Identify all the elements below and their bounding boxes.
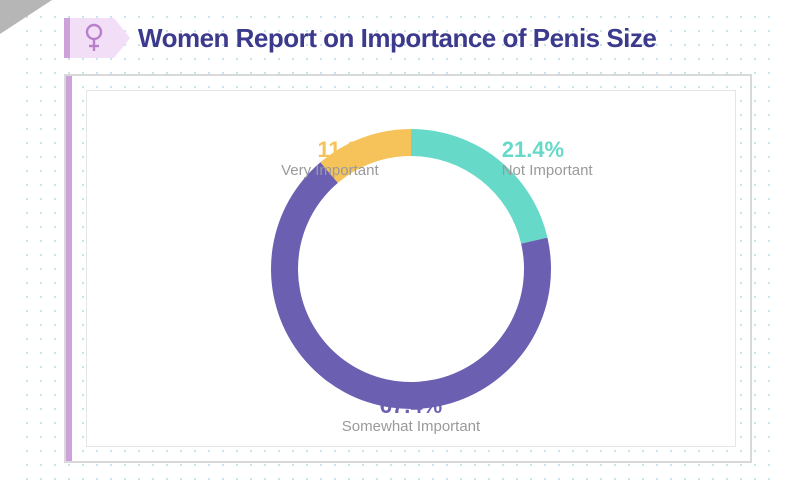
title-badge (70, 18, 114, 58)
pct-somewhat-important: 67.4% (342, 393, 480, 418)
corner-triangle (0, 0, 52, 34)
chart-panel: 21.4% Not Important 67.4% Somewhat Impor… (64, 74, 752, 463)
page-title: Women Report on Importance of Penis Size (138, 18, 656, 58)
pct-not-important: 21.4% (502, 137, 593, 162)
pct-very-important: 11.2% (281, 137, 379, 162)
chart-area: 21.4% Not Important 67.4% Somewhat Impor… (87, 91, 735, 446)
title-bar: Women Report on Importance of Penis Size (64, 18, 656, 58)
title-chevron (114, 18, 130, 58)
label-somewhat-important: 67.4% Somewhat Important (342, 393, 480, 436)
label-very-important: 11.2% Very Important (281, 137, 379, 180)
name-very-important: Very Important (281, 162, 379, 179)
female-symbol-icon (84, 23, 104, 53)
panel-accent (66, 76, 72, 461)
name-not-important: Not Important (502, 162, 593, 179)
panel-inner: 21.4% Not Important 67.4% Somewhat Impor… (86, 90, 736, 447)
name-somewhat-important: Somewhat Important (342, 418, 480, 435)
label-not-important: 21.4% Not Important (502, 137, 593, 180)
